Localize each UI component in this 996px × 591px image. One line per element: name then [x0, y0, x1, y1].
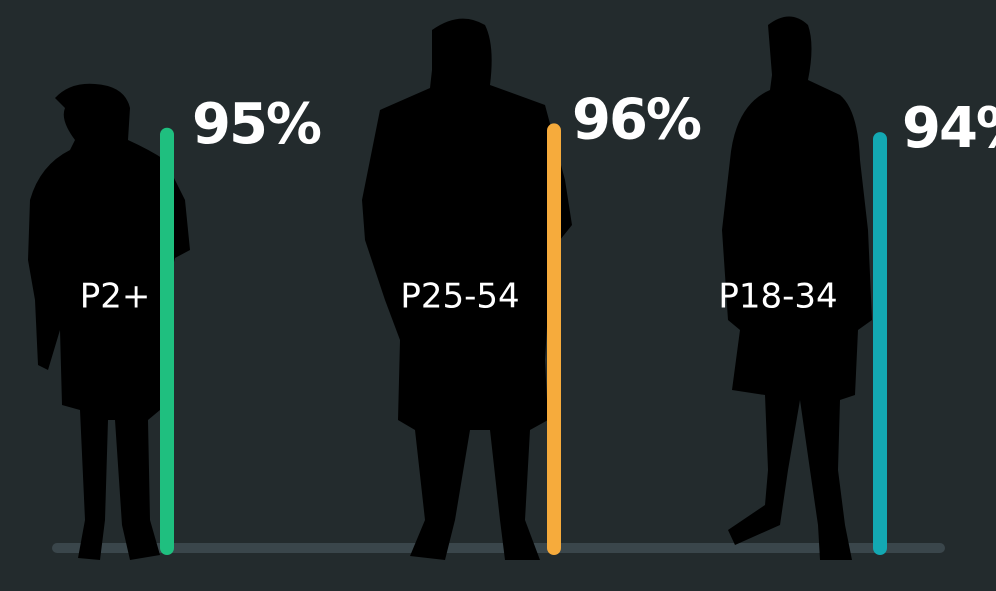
silhouette-kid [28, 83, 190, 561]
value-label: 95% [192, 92, 321, 157]
category-label: P2+ [80, 277, 151, 317]
silhouette-young [722, 16, 872, 560]
value-label: 94% [902, 96, 996, 161]
value-label: 96% [572, 87, 701, 152]
silhouette-adult [362, 18, 572, 561]
category-label: P25-54 [400, 277, 519, 317]
category-label: P18-34 [718, 277, 837, 317]
